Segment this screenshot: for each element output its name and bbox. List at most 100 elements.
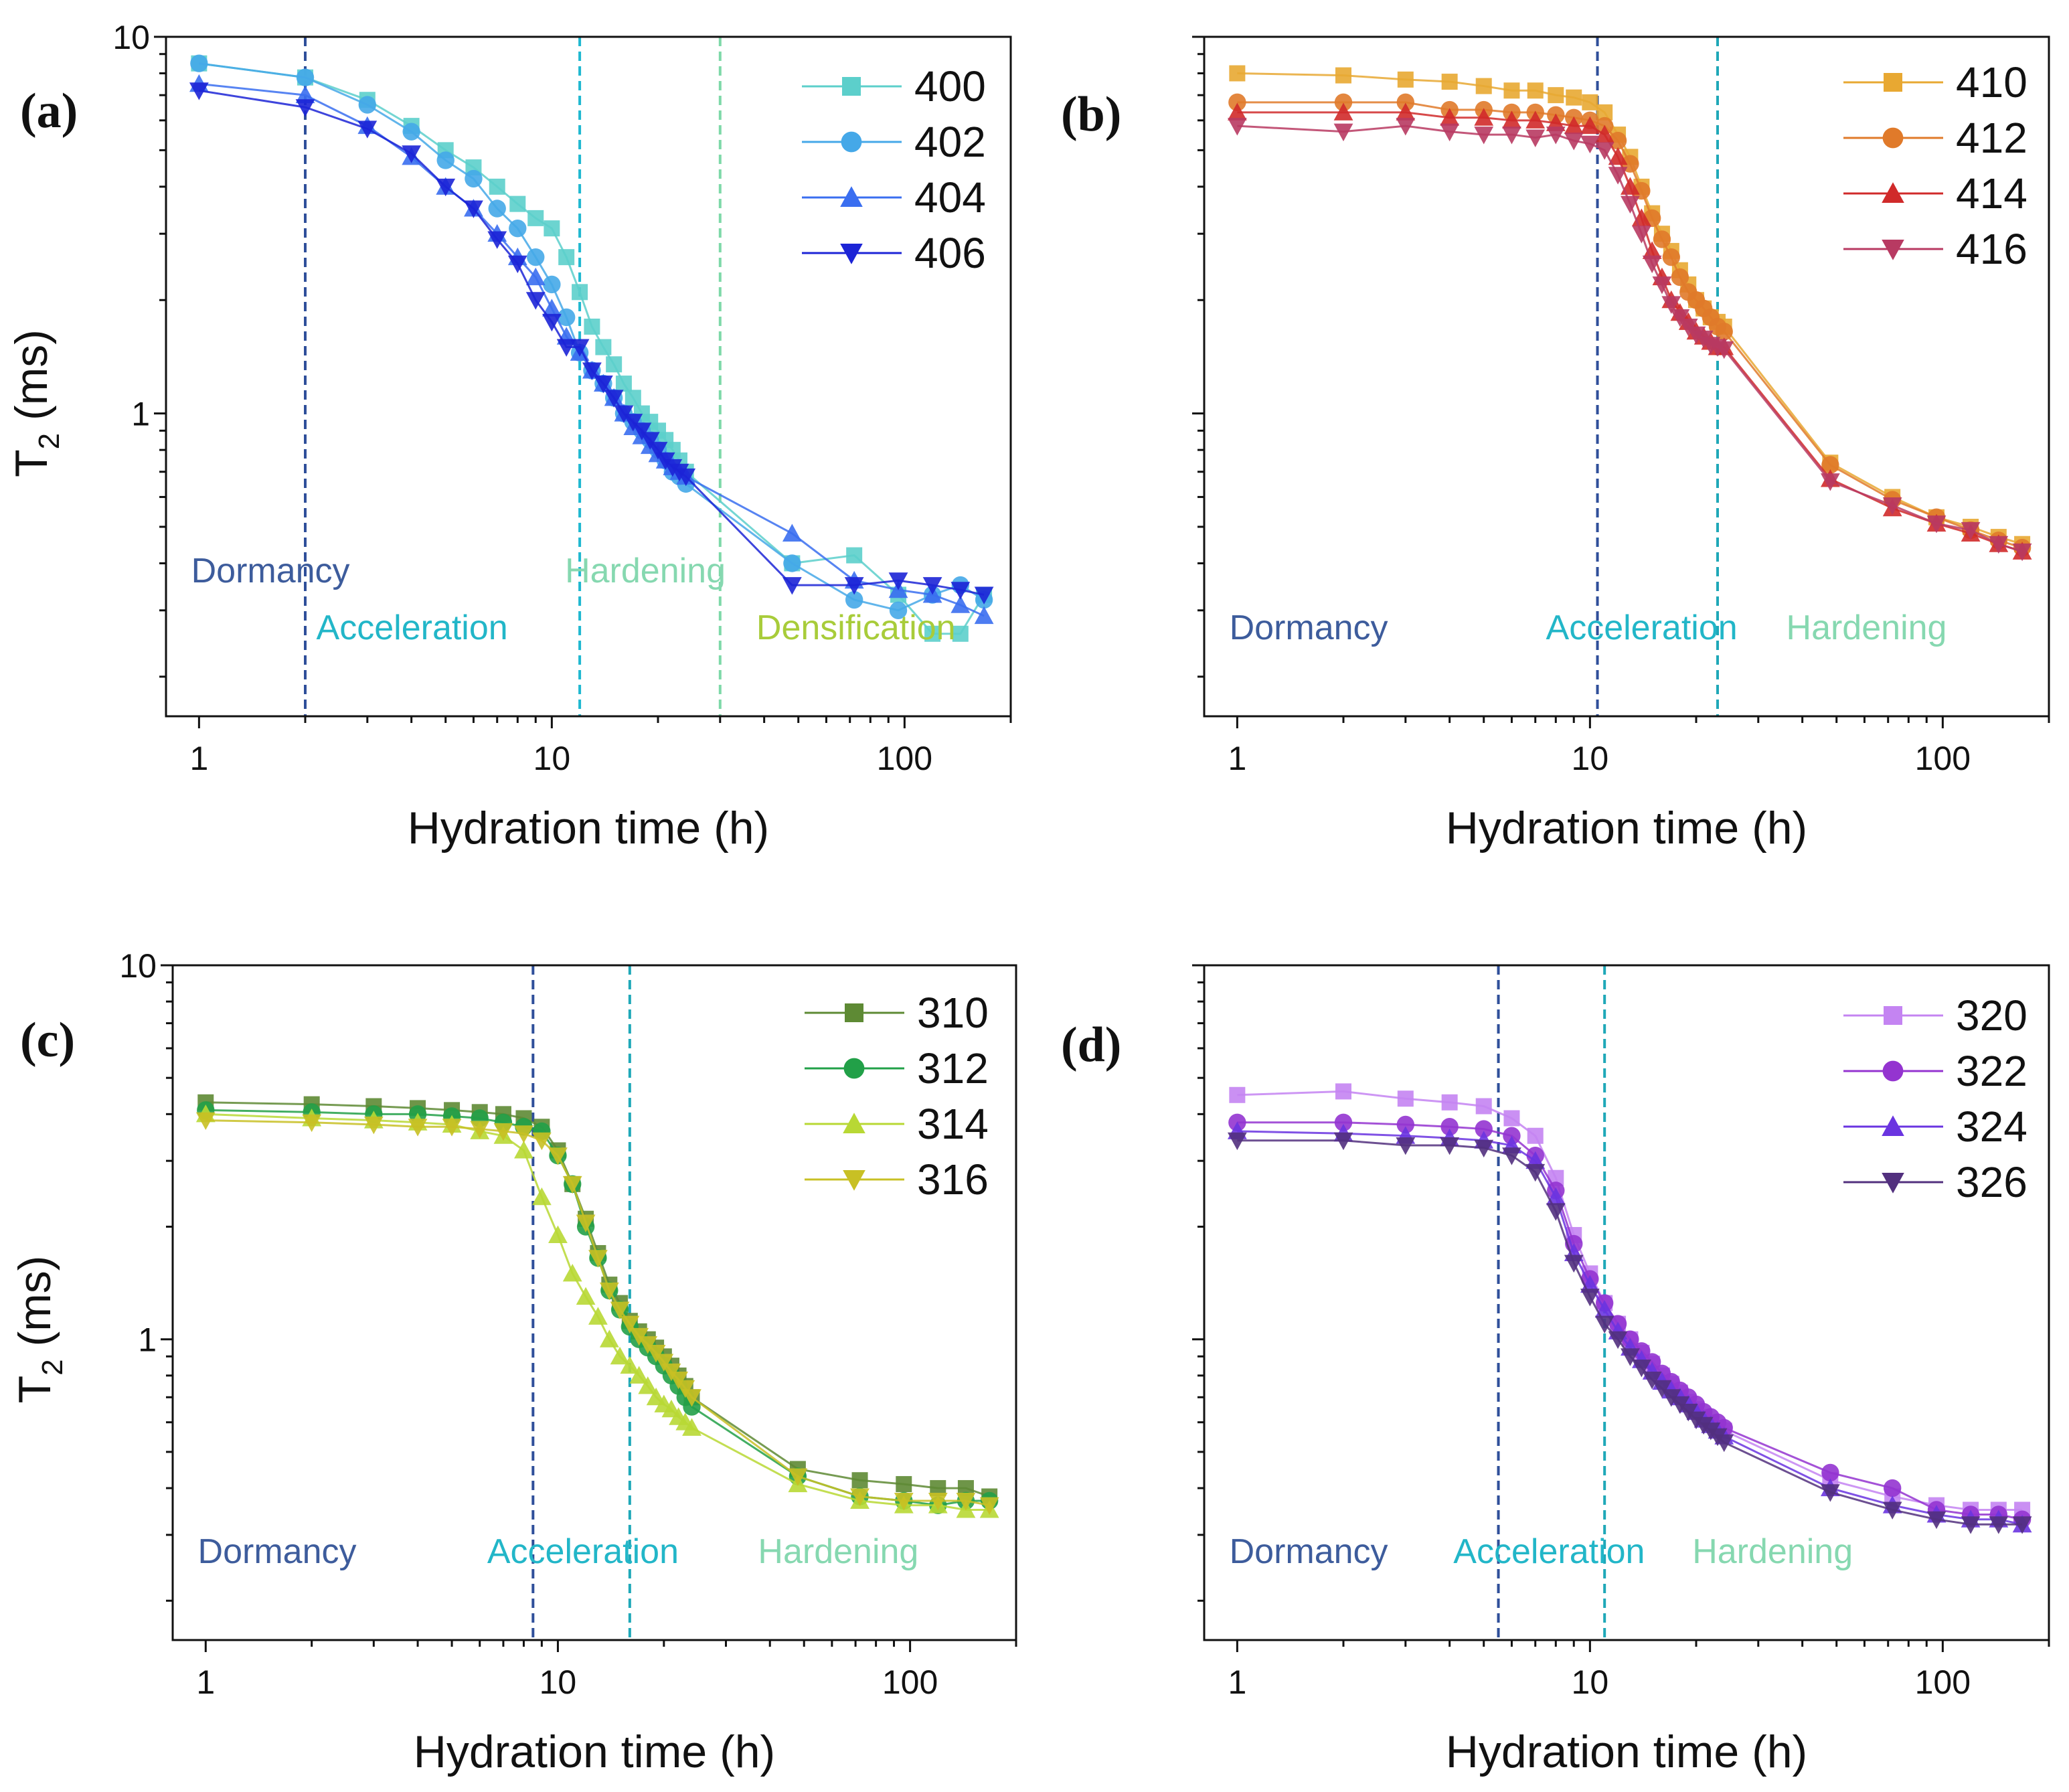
data-point xyxy=(1228,93,1246,112)
data-point xyxy=(1661,296,1681,314)
y-tick-label: 10 xyxy=(112,19,150,56)
data-point xyxy=(358,96,377,114)
data-point xyxy=(1441,1094,1458,1111)
data-point xyxy=(1580,116,1600,135)
legend-label: 404 xyxy=(914,173,986,222)
legend-label: 322 xyxy=(1956,1047,2027,1095)
data-point xyxy=(599,1329,619,1348)
data-point xyxy=(1642,255,1662,274)
panel-label: (d) xyxy=(1061,1017,1121,1072)
x-tick-label: 100 xyxy=(1915,740,1971,777)
phase-label: Acceleration xyxy=(1546,608,1738,647)
data-point xyxy=(604,390,624,408)
phase-label: Hardening xyxy=(758,1532,918,1571)
data-point xyxy=(487,231,507,249)
data-point xyxy=(436,178,456,197)
data-point xyxy=(1440,1118,1459,1136)
series-324 xyxy=(1227,1121,2032,1533)
data-point xyxy=(1608,1331,1628,1350)
data-point xyxy=(1335,67,1352,84)
data-point xyxy=(527,248,545,266)
series-line xyxy=(199,62,985,612)
data-point xyxy=(402,145,422,163)
data-point xyxy=(844,577,864,595)
legend-marker xyxy=(840,244,863,264)
data-point xyxy=(1821,456,1839,474)
series-312 xyxy=(197,1101,999,1514)
data-point xyxy=(1621,195,1640,214)
x-tick-label: 10 xyxy=(540,1663,577,1701)
legend-marker xyxy=(843,1113,865,1133)
data-point xyxy=(974,606,994,625)
legend-label: 314 xyxy=(917,1100,989,1148)
data-point xyxy=(548,1147,568,1165)
data-point xyxy=(1564,133,1584,151)
data-point xyxy=(1580,1289,1600,1307)
data-point xyxy=(1631,1360,1651,1378)
data-point xyxy=(1621,1348,1640,1366)
legend-label: 316 xyxy=(917,1155,989,1204)
x-axis-title: Hydration time (h) xyxy=(1446,1726,1807,1777)
data-point xyxy=(295,99,315,117)
data-point xyxy=(357,120,378,139)
data-point xyxy=(888,572,908,590)
x-tick-label: 10 xyxy=(1572,740,1609,777)
series-314 xyxy=(195,1104,999,1518)
y-axis-symbol: T xyxy=(9,1376,60,1404)
data-point xyxy=(1652,1380,1672,1398)
data-point xyxy=(1662,248,1681,266)
data-point xyxy=(782,523,802,542)
data-point xyxy=(1821,1463,1839,1482)
legend-label: 326 xyxy=(1956,1158,2027,1206)
series-line xyxy=(199,89,985,596)
data-point xyxy=(295,85,315,104)
data-point xyxy=(296,68,315,86)
data-point xyxy=(675,1380,695,1398)
data-point xyxy=(1396,102,1416,120)
data-point xyxy=(1334,93,1353,112)
data-point xyxy=(1652,276,1672,295)
data-point xyxy=(548,1225,568,1243)
data-point xyxy=(1525,129,1546,147)
data-point xyxy=(615,376,632,392)
data-point xyxy=(1653,230,1671,248)
data-point xyxy=(1475,1098,1492,1115)
x-tick-label: 1 xyxy=(1228,740,1246,777)
x-axis-title: Hydration time (h) xyxy=(408,803,769,853)
data-point xyxy=(542,313,562,332)
data-point xyxy=(1397,71,1414,88)
y-tick-label: 1 xyxy=(131,396,150,433)
phase-label: Acceleration xyxy=(1453,1532,1645,1571)
y-axis-unit: (ms) xyxy=(6,329,57,433)
phase-label: Dormancy xyxy=(198,1532,357,1571)
data-point xyxy=(950,595,971,613)
data-point xyxy=(1502,127,1521,145)
data-point xyxy=(845,590,863,609)
data-point xyxy=(562,1263,582,1282)
data-point xyxy=(558,249,575,266)
legend-label: 414 xyxy=(1956,169,2027,218)
data-point xyxy=(556,339,576,357)
data-point xyxy=(1227,102,1247,120)
data-point xyxy=(610,1346,630,1365)
phase-label: Acceleration xyxy=(487,1532,679,1571)
phase-label: Dormancy xyxy=(1230,608,1388,647)
series-310 xyxy=(197,1094,998,1505)
legend-marker xyxy=(843,1170,865,1191)
data-point xyxy=(1334,1113,1353,1131)
y-axis-subscript: 2 xyxy=(33,433,66,449)
legend-marker xyxy=(1884,1006,1902,1025)
data-point xyxy=(1580,135,1600,154)
data-point xyxy=(576,1287,596,1305)
series-line xyxy=(199,82,985,617)
data-point xyxy=(189,82,209,100)
legend-label: 402 xyxy=(914,118,986,166)
data-point xyxy=(442,1119,462,1137)
data-point xyxy=(1525,1163,1546,1182)
legend-marker xyxy=(843,1058,865,1079)
data-point xyxy=(527,210,544,226)
series-line xyxy=(205,1101,990,1497)
x-tick-label: 1 xyxy=(1228,1663,1246,1701)
series-326 xyxy=(1227,1132,2032,1534)
legend-marker xyxy=(1884,73,1902,92)
